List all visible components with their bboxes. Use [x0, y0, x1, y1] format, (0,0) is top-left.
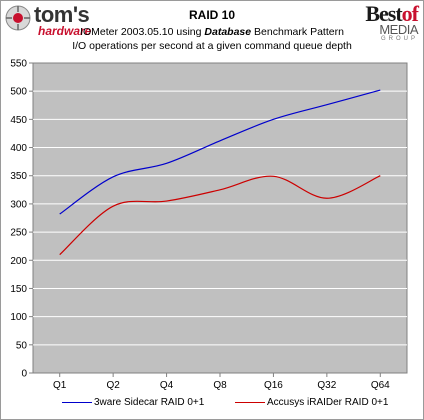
x-tick-label-q8: Q8 [213, 380, 227, 391]
legend-entry-3ware: 3ware Sidecar RAID 0+1 [62, 397, 204, 408]
y-tick-label-150: 150 [10, 284, 27, 295]
x-tick-label-q1: Q1 [53, 380, 67, 391]
logo-right-best: Best [365, 1, 402, 26]
logo-left-sub: hardware [38, 24, 92, 38]
y-tick-label-250: 250 [10, 228, 27, 239]
x-tick-label-q32: Q32 [317, 380, 336, 391]
legend-line-3ware [62, 401, 92, 403]
y-tick-label-50: 50 [16, 340, 28, 351]
gridlines [33, 90, 407, 346]
chart-subtitle-line2: I/O operations per second at a given com… [72, 40, 352, 52]
plot-area [32, 62, 408, 374]
logo-emblem-icon [5, 5, 31, 31]
x-axis: Q1 Q2 Q4 Q8 Q16 Q32 Q64 [53, 373, 390, 391]
y-tick-label-300: 300 [10, 199, 27, 210]
logo-right-of: of [401, 1, 419, 26]
subtitle-emphasis: Database [204, 26, 252, 38]
legend-label-3ware: 3ware Sidecar RAID 0+1 [94, 397, 205, 408]
subtitle-suffix: Benchmark Pattern [251, 26, 344, 38]
logo-right-line3: GROUP [380, 36, 418, 42]
legend-entry-accusys: Accusys iRAIDer RAID 0+1 [235, 397, 388, 408]
y-tick-label-0: 0 [21, 369, 27, 380]
y-tick-label-500: 500 [10, 87, 27, 98]
toms-hardware-logo: tom's hardware [4, 2, 94, 40]
legend-line-accusys [235, 401, 265, 403]
subtitle-prefix: IOMeter 2003.05.10 using [80, 26, 205, 38]
chart-title: RAID 10 [188, 8, 235, 22]
logo-left-main: tom's [34, 2, 90, 27]
y-tick-label-200: 200 [10, 256, 27, 267]
y-tick-label-400: 400 [10, 143, 27, 154]
x-tick-label-q16: Q16 [264, 380, 283, 391]
y-tick-label-350: 350 [10, 171, 27, 182]
y-tick-label-450: 450 [10, 115, 27, 126]
x-tick-label-q2: Q2 [106, 380, 120, 391]
x-tick-label-q4: Q4 [160, 380, 174, 391]
logo-right-line2: MEDIA [379, 22, 418, 37]
chart-subtitle-line1: IOMeter 2003.05.10 using Database Benchm… [0, 26, 424, 38]
y-axis: 0 50 100 150 200 250 300 350 400 450 500 550 [10, 59, 33, 380]
x-tick-label-q64: Q64 [371, 380, 390, 391]
logo-right-line1: Bestof [362, 1, 419, 26]
series-lines [59, 89, 381, 256]
legend-label-accusys: Accusys iRAIDer RAID 0+1 [267, 397, 389, 408]
bestofmedia-logo: Bestof MEDIA GROUP [362, 1, 419, 52]
y-tick-label-550: 550 [10, 59, 27, 70]
y-tick-label-100: 100 [10, 312, 27, 323]
